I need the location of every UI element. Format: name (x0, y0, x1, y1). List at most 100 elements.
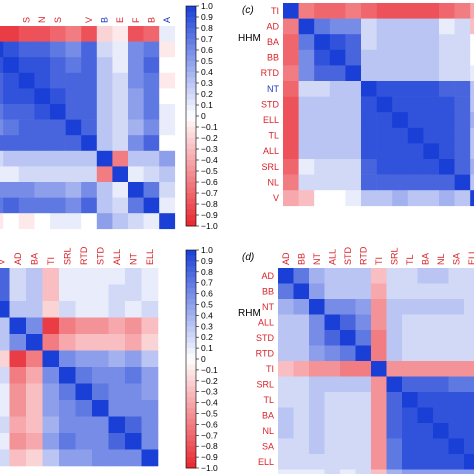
heatmap-cell (141, 301, 159, 318)
heatmap-cell (402, 330, 418, 346)
heatmap-cell (386, 407, 403, 424)
colorbar-tick-label: −0.2 (201, 133, 218, 143)
heatmap-cell (3, 41, 20, 58)
heatmap-cell (65, 88, 82, 105)
heatmap-cell (361, 96, 377, 113)
heatmap-cell (298, 96, 315, 113)
heatmap-cell (92, 334, 109, 351)
heatmap-cell (283, 190, 299, 207)
column-label: BA (29, 253, 39, 265)
heatmap-cell (407, 49, 424, 66)
heatmap-cell (112, 88, 129, 105)
heatmap-cell (439, 49, 455, 66)
heatmap-cell (376, 143, 393, 160)
colorbar-tick-label: 0.1 (201, 100, 213, 110)
heatmap-cell (392, 190, 409, 207)
heatmap-cell (128, 119, 144, 136)
colorbar-swatch (186, 88, 196, 95)
heatmap-cell (324, 345, 341, 362)
heatmap-cell (65, 72, 82, 89)
colorbar-swatch (186, 72, 196, 78)
heatmap-cell (65, 119, 82, 136)
colorbar-tick-label: −0.2 (201, 376, 218, 386)
heatmap-cell (18, 182, 35, 198)
heatmap-cell (159, 166, 176, 183)
heatmap-cell (159, 119, 176, 136)
heatmap-cell (314, 143, 331, 160)
colorbar-swatch (186, 331, 196, 338)
colorbar-swatch (186, 215, 196, 221)
heatmap-cell (81, 72, 98, 89)
heatmap-cell (407, 174, 424, 191)
heatmap-cell (293, 345, 310, 362)
heatmap-cell (50, 182, 66, 198)
heatmap-cell (309, 345, 325, 362)
row-label: ALL (263, 146, 279, 156)
colorbar-tick-label: −0.6 (201, 419, 218, 429)
colorbar-swatch (186, 105, 196, 111)
heatmap-cell (26, 268, 43, 285)
colorbar-tick-label: −0.9 (201, 452, 218, 462)
heatmap-cell (392, 81, 409, 97)
colorbar-tick-label: 0.5 (201, 300, 213, 310)
heatmap-cell (433, 299, 449, 315)
colorbar-tick-label: −0.3 (201, 144, 218, 154)
heatmap-cell (128, 41, 144, 58)
colorbar-swatch (186, 326, 196, 333)
heatmap-cell (324, 314, 341, 331)
heatmap-cell (314, 174, 331, 191)
colorbar-swatch (186, 457, 196, 463)
column-label: F (131, 17, 141, 23)
colorbar-tick-label: 0 (201, 354, 206, 364)
colorbar-tick-label: 0.3 (201, 78, 213, 88)
heatmap-cell (65, 197, 82, 214)
heatmap-cell (141, 383, 159, 401)
heatmap-cell (112, 197, 129, 214)
heatmap-cell (324, 330, 341, 346)
colorbar-swatch (186, 260, 196, 267)
heatmap-cell (448, 454, 465, 470)
heatmap-cell (324, 438, 341, 455)
heatmap-cell (376, 65, 393, 82)
heatmap-cell (75, 268, 93, 285)
heatmap-cell (439, 174, 455, 191)
heatmap-cell (464, 438, 474, 455)
heatmap-cell (433, 283, 449, 300)
heatmap-cell (402, 376, 418, 393)
colorbar-swatch (186, 149, 196, 155)
heatmap-cell (9, 350, 27, 368)
heatmap-cell (159, 26, 176, 42)
row-label: BA (267, 37, 279, 47)
colorbar-swatch (186, 359, 196, 365)
heatmap-cell (278, 361, 294, 377)
heatmap-cell (125, 367, 142, 384)
column-label: RTD (358, 246, 368, 265)
heatmap-cell (309, 407, 325, 424)
heatmap-cell (9, 284, 27, 302)
heatmap-cell (376, 190, 393, 207)
heatmap-cell (407, 112, 424, 129)
heatmap-cell (159, 88, 176, 105)
heatmap-cell (324, 454, 341, 470)
heatmap-cell (3, 135, 20, 152)
heatmap-cell (376, 3, 393, 19)
heatmap-cell (371, 283, 387, 300)
heatmap-cell (42, 334, 60, 351)
heatmap-cell (283, 127, 299, 144)
heatmap-cell (9, 268, 27, 285)
heatmap-cell (386, 423, 403, 439)
row-label: SRL (256, 379, 274, 389)
heatmap-cell (65, 104, 82, 120)
heatmap-cell (18, 41, 35, 58)
heatmap-cell (329, 18, 346, 35)
colorbar-tick-label: 0 (201, 111, 206, 121)
heatmap-cell (329, 96, 346, 113)
heatmap-cell (423, 18, 440, 35)
colorbar-swatch (186, 364, 196, 371)
heatmap-cell (340, 283, 356, 300)
heatmap-cell (278, 283, 294, 300)
heatmap-cell (340, 330, 356, 346)
heatmap-cell (439, 18, 455, 35)
heatmap-cell (329, 127, 346, 144)
heatmap-cell (386, 454, 403, 470)
